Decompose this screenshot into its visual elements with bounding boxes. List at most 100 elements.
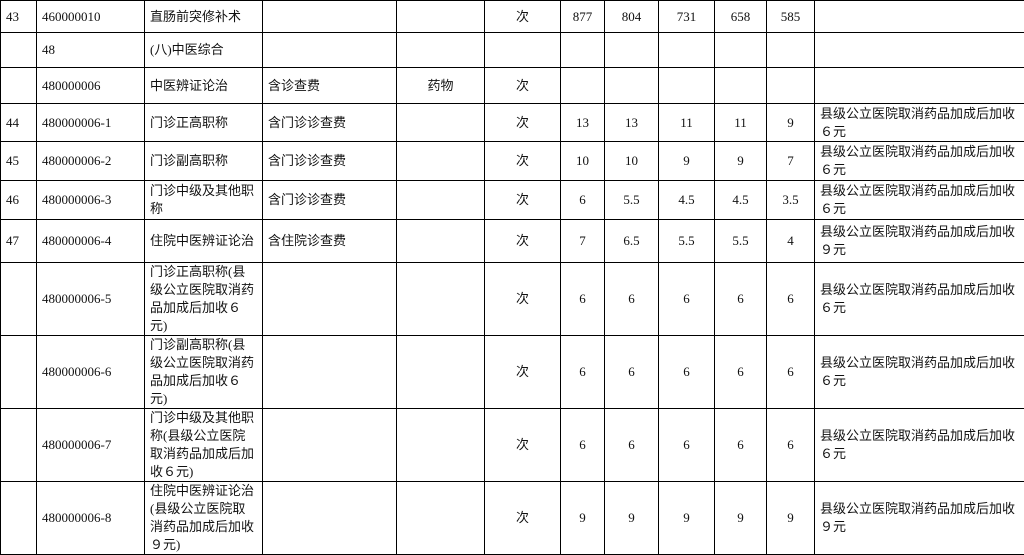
excluded	[397, 1, 485, 33]
excluded	[397, 263, 485, 336]
price: 6	[605, 263, 659, 336]
row-number: 43	[1, 1, 37, 33]
note: 县级公立医院取消药品加成后加收６元	[815, 409, 1024, 482]
price: 6	[715, 336, 767, 409]
item-code: 480000006-2	[37, 142, 145, 181]
item-content: 含住院诊查费	[263, 220, 397, 263]
unit: 次	[485, 482, 561, 555]
price	[715, 68, 767, 104]
item-content	[263, 33, 397, 68]
item-code: 480000006-6	[37, 336, 145, 409]
price: 5.5	[605, 181, 659, 220]
note: 县级公立医院取消药品加成后加收９元	[815, 482, 1024, 555]
price: 4.5	[659, 181, 715, 220]
note: 县级公立医院取消药品加成后加收６元	[815, 181, 1024, 220]
price	[561, 33, 605, 68]
price: 6	[561, 409, 605, 482]
price: 5.5	[659, 220, 715, 263]
unit: 次	[485, 409, 561, 482]
item-name: 住院中医辨证论治(县级公立医院取消药品加成后加收９元)	[145, 482, 263, 555]
note: 县级公立医院取消药品加成后加收９元	[815, 220, 1024, 263]
price: 9	[767, 482, 815, 555]
unit: 次	[485, 104, 561, 142]
note	[815, 68, 1024, 104]
price: 6	[561, 181, 605, 220]
note	[815, 1, 1024, 33]
price: 4	[767, 220, 815, 263]
price: 6	[561, 263, 605, 336]
price: 6	[715, 409, 767, 482]
row-number	[1, 68, 37, 104]
row-number	[1, 336, 37, 409]
price: 10	[605, 142, 659, 181]
item-name: 门诊中级及其他职称	[145, 181, 263, 220]
price: 13	[561, 104, 605, 142]
price	[659, 33, 715, 68]
price: 4.5	[715, 181, 767, 220]
item-name: (八)中医综合	[145, 33, 263, 68]
unit: 次	[485, 142, 561, 181]
item-code: 480000006-4	[37, 220, 145, 263]
excluded	[397, 336, 485, 409]
price: 11	[715, 104, 767, 142]
unit: 次	[485, 336, 561, 409]
item-content: 含门诊诊查费	[263, 181, 397, 220]
item-name: 门诊副高职称	[145, 142, 263, 181]
note: 县级公立医院取消药品加成后加收６元	[815, 142, 1024, 181]
price	[605, 33, 659, 68]
price	[561, 68, 605, 104]
price: 6.5	[605, 220, 659, 263]
row-number: 45	[1, 142, 37, 181]
price: 7	[561, 220, 605, 263]
price: 9	[715, 142, 767, 181]
price: 731	[659, 1, 715, 33]
item-code: 480000006-8	[37, 482, 145, 555]
note: 县级公立医院取消药品加成后加收６元	[815, 263, 1024, 336]
price: 658	[715, 1, 767, 33]
price: 6	[659, 263, 715, 336]
price: 9	[561, 482, 605, 555]
item-content: 含门诊诊查费	[263, 104, 397, 142]
note	[815, 33, 1024, 68]
item-name: 住院中医辨证论治	[145, 220, 263, 263]
price: 804	[605, 1, 659, 33]
item-name: 门诊中级及其他职称(县级公立医院取消药品加成后加收６元)	[145, 409, 263, 482]
item-content	[263, 336, 397, 409]
price	[767, 68, 815, 104]
excluded: 药物	[397, 68, 485, 104]
price: 10	[561, 142, 605, 181]
price: 877	[561, 1, 605, 33]
item-code: 480000006-5	[37, 263, 145, 336]
price: 6	[715, 263, 767, 336]
price: 9	[605, 482, 659, 555]
note: 县级公立医院取消药品加成后加收６元	[815, 104, 1024, 142]
price	[767, 33, 815, 68]
row-number	[1, 33, 37, 68]
item-code: 48	[37, 33, 145, 68]
excluded	[397, 104, 485, 142]
note: 县级公立医院取消药品加成后加收６元	[815, 336, 1024, 409]
price	[659, 68, 715, 104]
price: 6	[561, 336, 605, 409]
price: 5.5	[715, 220, 767, 263]
unit: 次	[485, 263, 561, 336]
item-code: 480000006-7	[37, 409, 145, 482]
price: 6	[605, 336, 659, 409]
row-number: 47	[1, 220, 37, 263]
price: 6	[767, 263, 815, 336]
row-number	[1, 482, 37, 555]
item-name: 直肠前突修补术	[145, 1, 263, 33]
price: 13	[605, 104, 659, 142]
excluded	[397, 220, 485, 263]
excluded	[397, 33, 485, 68]
row-number: 46	[1, 181, 37, 220]
